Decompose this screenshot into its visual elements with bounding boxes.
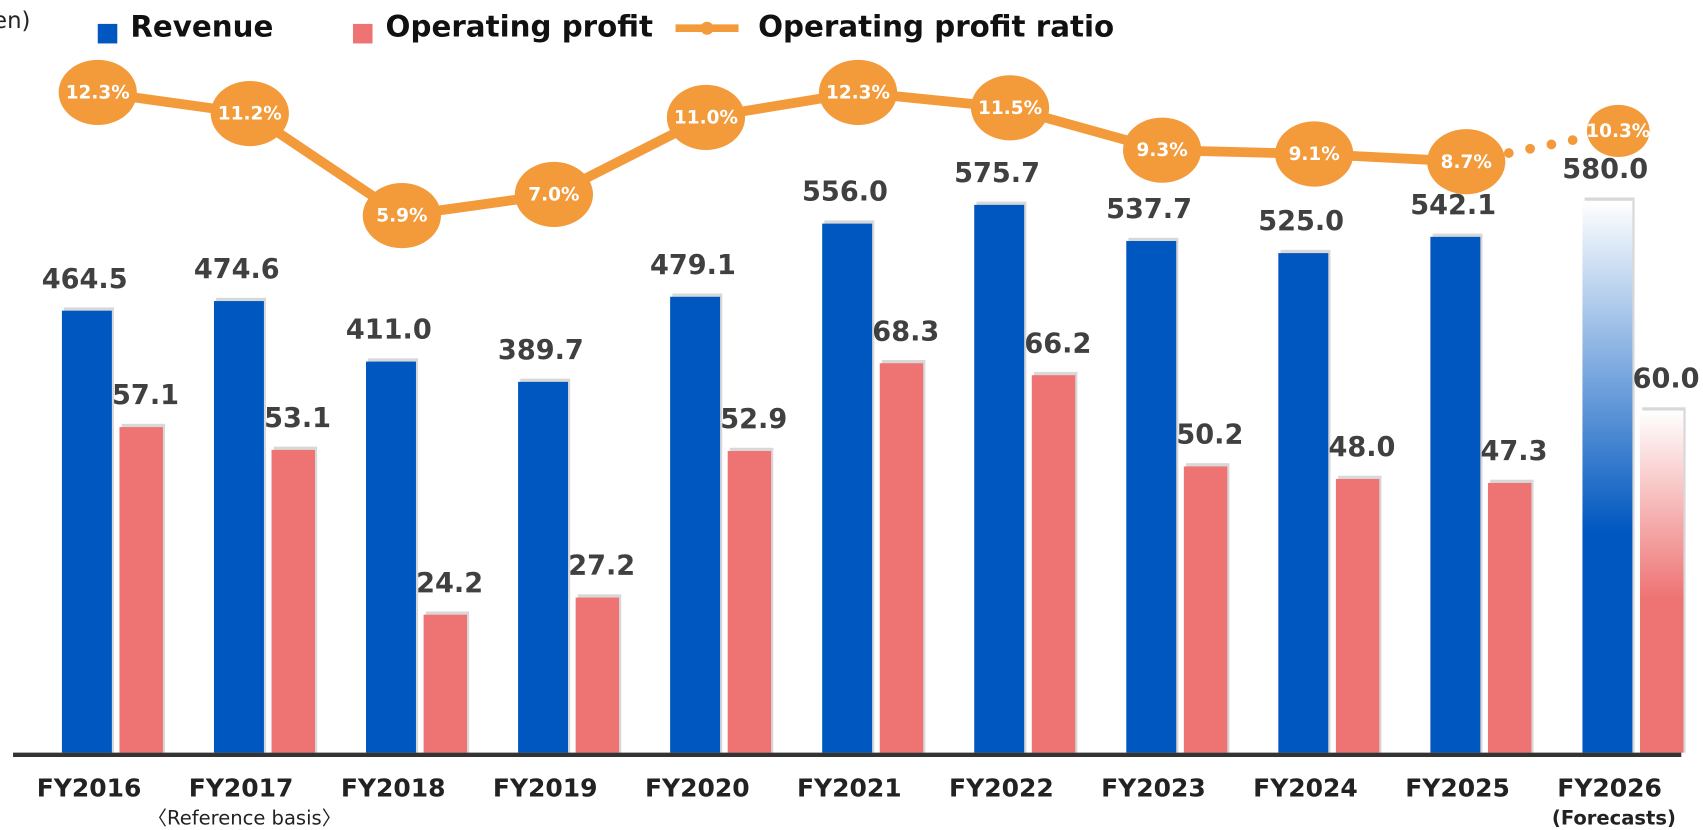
point-label: 9.3% [1137,140,1188,161]
bar [423,614,468,753]
value-label: 542.1 [1410,190,1496,221]
value-label: 525.0 [1258,206,1344,237]
marker [1275,121,1354,187]
x-tick-label: FY2023 [1101,774,1206,803]
value-label: 580.0 [1562,154,1648,185]
legend-swatch [700,21,714,35]
x-tick-label: FY2020 [645,774,750,803]
value-label: 48.0 [1328,432,1395,463]
value-label: 575.7 [954,158,1040,189]
bar [1487,482,1532,753]
value-label: 556.0 [802,177,888,208]
point-label: 11.2% [218,104,282,125]
line [97,87,1467,221]
value-label: 47.3 [1481,436,1548,467]
x-tick-note: 〈Reference basis〉 [147,806,341,829]
bar [366,361,416,753]
bar [518,381,569,753]
value-label: 24.2 [416,568,483,599]
value-label: 50.2 [1176,420,1243,451]
bar [61,310,112,753]
value-label: 53.1 [264,403,331,434]
bar [1183,466,1228,753]
point-label: 9.1% [1289,144,1340,165]
bar [1126,241,1177,753]
bar [1031,375,1076,753]
marker [514,161,594,228]
x-tick-label: FY2019 [493,774,598,803]
marker [818,59,898,125]
x-tick-label: FY2018 [341,774,446,803]
value-label: 57.1 [112,380,179,411]
point-label: 10.3% [1586,121,1650,142]
value-label: 537.7 [1106,194,1192,225]
bar [271,449,315,753]
marker [210,80,289,147]
value-label: 389.7 [498,335,584,366]
value-label: 464.5 [42,264,128,295]
x-tick-label: FY2026 [1557,774,1662,803]
value-label: 68.3 [872,316,939,347]
point-label: 12.3% [826,82,890,103]
bar [879,363,924,753]
bar [822,223,873,753]
point-label: 8.7% [1441,152,1492,173]
value-label: 479.1 [650,250,736,281]
bar [670,296,721,753]
value-label: 66.2 [1024,328,1091,359]
bar [1430,236,1481,753]
bar [1335,478,1380,753]
legend-label: Operating profit [386,10,653,44]
bar [974,204,1025,753]
legend-swatch [352,23,373,44]
marker [666,84,746,151]
legend-label: Operating profit ratio [758,10,1114,44]
value-label: 52.9 [720,404,787,435]
point-label: 12.3% [66,82,130,103]
point-label: 5.9% [376,206,427,227]
x-tick-label: FY2024 [1253,774,1358,803]
bar [575,597,620,753]
bar [727,451,772,753]
x-tick-note: (Forecasts) [1552,806,1676,829]
x-tick-label: FY2016 [37,774,142,803]
bar [1640,410,1684,753]
marker [1123,117,1202,183]
marker [1587,104,1650,157]
point-label: 11.0% [674,108,738,129]
unit-label: en) [0,8,30,34]
marker [58,59,137,125]
x-tick-label: FY2025 [1405,774,1510,803]
value-label: 474.6 [194,254,280,285]
x-tick-label: FY2017 [189,774,294,803]
point-label: 7.0% [528,185,579,206]
point-label: 11.5% [978,98,1042,119]
value-label: 27.2 [568,551,635,582]
marker [1427,129,1506,195]
value-label: 411.0 [346,315,432,346]
value-label: 60.0 [1633,364,1700,395]
x-tick-label: FY2022 [949,774,1054,803]
marker [970,75,1050,141]
legend-swatch [97,23,118,44]
bar [213,301,264,753]
bar [1278,253,1329,753]
marker [362,183,441,249]
bar [119,427,163,753]
legend-label: Revenue [130,10,273,44]
bar [1582,200,1633,753]
x-tick-label: FY2021 [797,774,902,803]
